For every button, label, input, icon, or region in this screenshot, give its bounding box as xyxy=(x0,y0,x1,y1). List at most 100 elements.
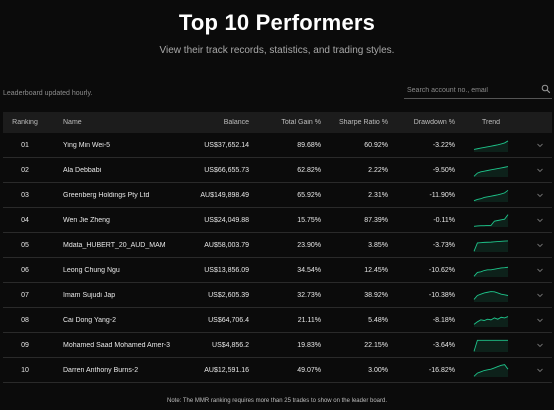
rank-cell: 03 xyxy=(21,191,29,199)
chevron-down-icon[interactable] xyxy=(536,366,544,374)
expand-row-button[interactable] xyxy=(527,191,552,199)
trend-sparkline xyxy=(473,364,509,377)
trend-line xyxy=(473,291,509,300)
sharpe-ratio-cell: 5.48% xyxy=(368,316,388,324)
search-input[interactable] xyxy=(407,84,535,96)
table-row[interactable]: 03 Greenberg Holdings Pty Ltd AU$149,898.4… xyxy=(3,183,552,208)
trend-line xyxy=(473,364,509,377)
trend-area xyxy=(474,316,508,327)
expand-row-button[interactable] xyxy=(527,266,552,274)
search-icon[interactable] xyxy=(541,84,551,94)
rank-cell: 04 xyxy=(21,216,29,224)
total-gain-cell: 34.54% xyxy=(297,266,321,274)
drawdown-cell: -8.18% xyxy=(432,316,455,324)
table-row[interactable]: 01 Ying Min Wei-5 US$37,652.14 89.68% 60.92%… xyxy=(3,133,552,158)
balance-cell: US$2,605.39 xyxy=(208,291,249,299)
total-gain-cell: 49.07% xyxy=(297,366,321,374)
column-header-balance[interactable]: Balance xyxy=(223,119,249,126)
expand-row-button[interactable] xyxy=(527,141,552,149)
balance-cell: US$13,856.09 xyxy=(204,266,249,274)
table-row[interactable]: 06 Leong Chung Ngu US$13,856.09 34.54% 12.45… xyxy=(3,258,552,283)
balance-cell: US$4,856.2 xyxy=(212,341,249,349)
balance-cell: AU$58,003.79 xyxy=(204,241,249,249)
drawdown-cell: -11.90% xyxy=(429,191,455,199)
leaderboard-table: Ranking Name Balance Total Gain % Sharpe… xyxy=(3,112,552,383)
chevron-down-icon[interactable] xyxy=(536,266,544,274)
table-row[interactable]: 02 Ala Debbabi US$66,655.73 62.82% 2.22% -9.5… xyxy=(3,158,552,183)
expand-row-button[interactable] xyxy=(527,241,552,249)
chevron-down-icon[interactable] xyxy=(536,191,544,199)
total-gain-cell: 23.90% xyxy=(297,241,321,249)
trend-line xyxy=(473,140,509,150)
expand-row-button[interactable] xyxy=(527,341,552,349)
leaderboard-update-note: Leaderboard updated hourly. xyxy=(3,90,93,97)
trend-area xyxy=(474,291,508,302)
sharpe-ratio-cell: 2.22% xyxy=(368,166,388,174)
trend-sparkline xyxy=(473,339,508,352)
trend-cell xyxy=(455,337,527,353)
chevron-down-icon[interactable] xyxy=(536,341,544,349)
trend-cell xyxy=(455,312,527,328)
trend-cell xyxy=(455,137,527,153)
trend-sparkline xyxy=(473,316,509,327)
expand-row-button[interactable] xyxy=(527,216,552,224)
chevron-down-icon[interactable] xyxy=(536,141,544,149)
sharpe-ratio-cell: 12.45% xyxy=(364,266,388,274)
expand-row-button[interactable] xyxy=(527,166,552,174)
expand-row-button[interactable] xyxy=(527,366,552,374)
trend-area xyxy=(474,340,508,352)
trend-line xyxy=(473,316,509,325)
trend-area xyxy=(474,214,508,227)
table-body: 01 Ying Min Wei-5 US$37,652.14 89.68% 60.92%… xyxy=(3,133,552,383)
trend-cell xyxy=(455,212,527,228)
trend-area xyxy=(474,364,508,377)
trader-name-cell: Mohamed Saad Mohamed Amer-3 xyxy=(63,341,170,349)
column-header-sharpe-ratio[interactable]: Sharpe Ratio % xyxy=(338,119,388,126)
trader-name-cell: Ala Debbabi xyxy=(63,166,102,174)
rank-cell: 10 xyxy=(21,366,29,374)
trend-area xyxy=(474,166,508,177)
trend-line xyxy=(473,189,509,202)
column-header-drawdown[interactable]: Drawdown % xyxy=(413,119,455,126)
column-header-name[interactable]: Name xyxy=(63,119,82,126)
table-row[interactable]: 10 Darren Anthony Burns-2 AU$12,591.16 49.0… xyxy=(3,358,552,383)
trader-name-cell: Leong Chung Ngu xyxy=(63,266,120,274)
chevron-down-icon[interactable] xyxy=(536,166,544,174)
rank-cell: 07 xyxy=(21,291,29,299)
column-header-total-gain[interactable]: Total Gain % xyxy=(281,119,321,126)
trend-sparkline xyxy=(473,189,509,202)
trader-name-cell: Imam Sujudi Jap xyxy=(63,291,116,299)
drawdown-cell: -3.73% xyxy=(432,241,455,249)
drawdown-cell: -16.82% xyxy=(428,366,455,374)
total-gain-cell: 32.73% xyxy=(297,291,321,299)
chevron-down-icon[interactable] xyxy=(536,316,544,324)
trend-sparkline xyxy=(473,291,509,302)
drawdown-cell: -9.50% xyxy=(432,166,455,174)
sharpe-ratio-cell: 60.92% xyxy=(364,141,388,149)
table-row[interactable]: 08 Cai Dong Yang-2 US$64,706.4 21.11% 5.48% -… xyxy=(3,308,552,333)
trend-line xyxy=(473,240,509,252)
balance-cell: US$37,652.14 xyxy=(204,141,249,149)
balance-cell: US$24,049.88 xyxy=(204,216,249,224)
trader-name-cell: Darren Anthony Burns-2 xyxy=(63,366,139,374)
expand-row-button[interactable] xyxy=(527,291,552,299)
table-row[interactable]: 07 Imam Sujudi Jap US$2,605.39 32.73% 38.92%… xyxy=(3,283,552,308)
balance-cell: US$64,706.4 xyxy=(208,316,249,324)
chevron-down-icon[interactable] xyxy=(536,216,544,224)
trend-area xyxy=(474,267,508,277)
table-row[interactable]: 09 Mohamed Saad Mohamed Amer-3 US$4,856.2 1… xyxy=(3,333,552,358)
total-gain-cell: 62.82% xyxy=(297,166,321,174)
total-gain-cell: 15.75% xyxy=(297,216,321,224)
chevron-down-icon[interactable] xyxy=(536,291,544,299)
column-header-ranking[interactable]: Ranking xyxy=(12,119,38,126)
drawdown-cell: -10.38% xyxy=(428,291,455,299)
table-row[interactable]: 05 Mdata_HUBERT_20_AUD_MAM AU$58,003.79 23.… xyxy=(3,233,552,258)
expand-row-button[interactable] xyxy=(527,316,552,324)
table-row[interactable]: 04 Wen Jie Zheng US$24,049.88 15.75% 87.39% -… xyxy=(3,208,552,233)
sharpe-ratio-cell: 87.39% xyxy=(364,216,388,224)
trend-cell xyxy=(455,362,527,378)
trend-sparkline xyxy=(473,240,509,252)
trader-name-cell: Cai Dong Yang-2 xyxy=(63,316,117,324)
chevron-down-icon[interactable] xyxy=(536,241,544,249)
trend-sparkline xyxy=(473,140,509,152)
